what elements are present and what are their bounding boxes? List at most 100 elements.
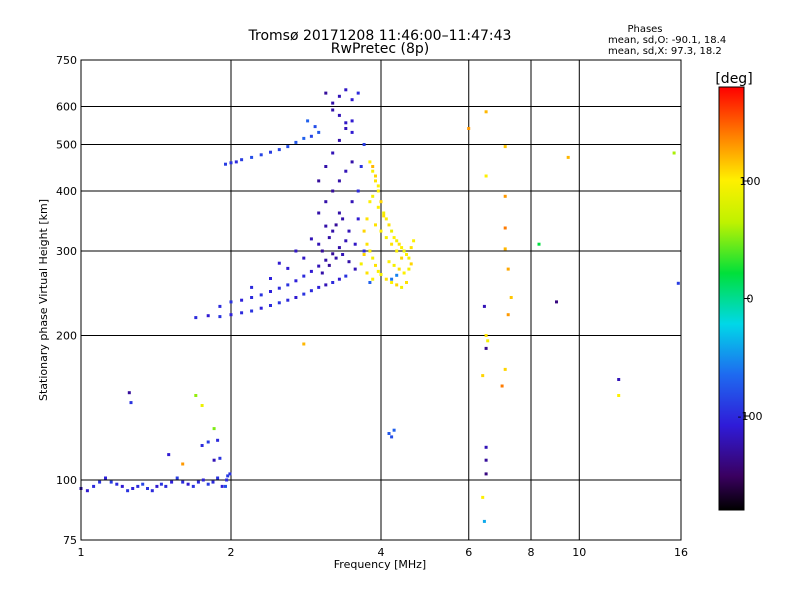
o-mode-point xyxy=(294,296,298,299)
o-mode-point xyxy=(356,217,360,221)
o-mode-point xyxy=(356,91,360,95)
o-mode-point xyxy=(175,476,179,480)
x-mode-point xyxy=(484,110,488,114)
o-mode-point xyxy=(390,435,394,439)
o-mode-point xyxy=(85,489,89,493)
o-mode-point xyxy=(302,136,306,140)
o-mode-point xyxy=(331,252,335,256)
x-mode-point xyxy=(395,283,399,287)
o-mode-point xyxy=(334,223,338,227)
o-mode-point xyxy=(331,229,335,233)
o-mode-point xyxy=(368,281,372,284)
chart-title: Tromsø 20171208 11:46:00–11:47:43 xyxy=(248,28,512,44)
o-mode-point xyxy=(484,346,488,350)
x-tick-label: 6 xyxy=(465,546,472,559)
o-mode-point xyxy=(129,401,133,405)
o-mode-point xyxy=(120,484,124,488)
o-mode-point xyxy=(150,489,154,493)
x-mode-point xyxy=(379,200,383,204)
x-mode-point xyxy=(617,394,621,397)
o-mode-point xyxy=(131,487,135,490)
x-mode-point xyxy=(362,253,366,256)
o-mode-point xyxy=(269,290,272,293)
o-mode-point xyxy=(294,140,298,144)
o-mode-point xyxy=(337,94,341,98)
o-mode-point xyxy=(324,91,328,95)
x-tick-label: 4 xyxy=(378,546,385,559)
x-mode-point xyxy=(194,394,198,397)
y-tick-label: 400 xyxy=(56,185,77,198)
x-mode-point xyxy=(376,189,380,193)
colorbar-gradient xyxy=(718,86,745,511)
o-mode-point xyxy=(206,314,210,318)
o-mode-point xyxy=(317,242,321,246)
x-mode-point xyxy=(382,214,386,218)
o-mode-point xyxy=(240,311,244,315)
o-mode-point xyxy=(286,298,290,302)
x-mode-point xyxy=(503,194,507,198)
o-mode-point xyxy=(146,487,149,490)
x-tick-label: 8 xyxy=(528,546,535,559)
x-mode-point xyxy=(481,374,485,378)
o-mode-point xyxy=(341,217,345,221)
o-mode-point xyxy=(218,315,222,319)
grid-lines xyxy=(81,60,681,540)
o-mode-point xyxy=(334,256,338,260)
o-mode-point xyxy=(331,101,335,105)
x-mode-point xyxy=(506,313,510,317)
x-mode-point xyxy=(407,256,411,260)
o-mode-point xyxy=(212,458,216,462)
o-mode-point xyxy=(331,281,335,284)
o-mode-point xyxy=(181,480,185,484)
y-tick-label: 500 xyxy=(56,139,77,152)
x-mode-point xyxy=(384,217,388,221)
x-mode-point xyxy=(374,263,377,267)
x-mode-point xyxy=(392,236,396,240)
x-mode-point xyxy=(409,246,413,250)
o-mode-point xyxy=(317,211,321,215)
y-axis-label: Stationary phase Virtual Height [km] xyxy=(37,199,50,401)
o-mode-point xyxy=(206,482,210,486)
x-mode-point xyxy=(359,262,363,266)
o-mode-point xyxy=(387,432,391,435)
o-mode-point xyxy=(337,179,341,183)
x-mode-point xyxy=(362,229,366,233)
o-mode-point xyxy=(353,242,357,246)
x-mode-point xyxy=(405,281,408,284)
o-mode-point xyxy=(159,482,163,486)
x-mode-point xyxy=(371,277,375,281)
o-mode-point xyxy=(324,258,328,262)
o-mode-point xyxy=(309,134,313,138)
o-mode-point xyxy=(331,108,335,112)
x-mode-point xyxy=(374,174,377,178)
o-mode-point xyxy=(337,277,341,281)
o-mode-point xyxy=(337,113,341,117)
o-mode-point xyxy=(286,145,290,149)
o-mode-point xyxy=(216,438,220,442)
x-mode-point xyxy=(390,281,394,284)
o-mode-point xyxy=(250,285,254,289)
x-mode-point xyxy=(400,246,404,250)
o-mode-point xyxy=(250,309,254,313)
x-mode-point xyxy=(672,151,676,155)
o-mode-point xyxy=(126,489,130,493)
o-mode-point xyxy=(155,484,159,488)
x-mode-point xyxy=(390,229,394,233)
x-mode-point xyxy=(400,256,404,260)
o-mode-point xyxy=(320,271,324,275)
x-mode-point xyxy=(368,200,372,204)
plot-area: 1 2 4 6 8 10 16 75 100 200 300 400 500 600 750 xyxy=(56,54,688,559)
x-mode-point xyxy=(376,205,380,209)
x-mode-point xyxy=(467,127,471,130)
x-tick-label: 1 xyxy=(78,546,85,559)
o-mode-point xyxy=(362,143,366,146)
x-mode-point xyxy=(503,247,507,251)
o-mode-point xyxy=(269,150,272,154)
o-mode-point xyxy=(317,285,321,289)
o-mode-point xyxy=(277,148,281,152)
o-mode-point xyxy=(317,179,321,183)
o-mode-point xyxy=(327,263,331,267)
data-points xyxy=(79,88,680,523)
x-mode-point xyxy=(382,211,386,215)
y-tick-label: 200 xyxy=(56,330,77,343)
